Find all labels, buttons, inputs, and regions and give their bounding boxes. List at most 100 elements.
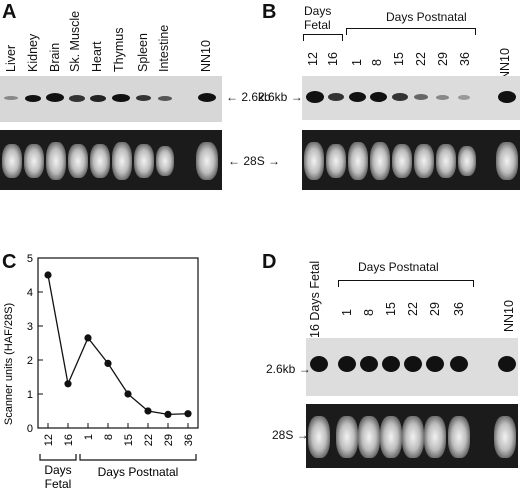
gel-band <box>448 416 470 458</box>
gel-band <box>196 142 218 180</box>
bracket-postnatal-d <box>338 280 474 287</box>
gel-arrow-label-a: ← 28S → <box>228 154 281 168</box>
gel-band <box>326 144 346 178</box>
band <box>112 94 130 102</box>
gel-band <box>2 144 22 178</box>
gel-band <box>308 416 330 458</box>
series-line <box>47 274 189 416</box>
lane-label-16: 16 <box>326 52 340 66</box>
x-tick-label: 1 <box>83 434 95 440</box>
band <box>69 95 85 102</box>
band <box>370 92 387 102</box>
x-tick-label: 8 <box>103 434 115 440</box>
bracket-fetal-c <box>39 454 77 461</box>
lane-label-22: 22 <box>414 52 428 66</box>
chart-series <box>44 271 192 418</box>
group-label-fetal-line1: Days <box>304 4 332 18</box>
band <box>426 356 444 372</box>
group-label-postnatal-d: Days Postnatal <box>358 260 439 274</box>
y-tick-label: 0 <box>27 423 33 435</box>
gel-band <box>336 416 358 458</box>
lane-label-sk-muscle: Sk. Muscle <box>68 10 82 72</box>
data-point <box>44 271 52 279</box>
lane-label-heart: Heart <box>90 41 104 72</box>
band <box>450 356 468 372</box>
lane-label-nn10-d: NN10 <box>502 300 516 332</box>
lane-label-1-d: 1 <box>340 309 354 316</box>
rrna-gel-d <box>306 404 518 468</box>
panel-letter-b: B <box>262 1 277 23</box>
gel-band <box>436 144 456 178</box>
band <box>90 95 106 102</box>
gel-band <box>90 144 110 178</box>
band <box>158 96 172 101</box>
lane-label-36-d: 36 <box>452 302 466 316</box>
y-axis-label: Scanner units (HAF/28S) <box>3 303 15 425</box>
data-point <box>104 359 112 367</box>
band <box>360 356 378 372</box>
gel-band <box>494 416 516 458</box>
data-point <box>144 407 152 415</box>
plot-frame <box>37 257 199 429</box>
rrna-label: 28S <box>243 154 265 168</box>
lane-label-brain: Brain <box>48 42 62 72</box>
gel-band <box>304 142 324 180</box>
gel-band <box>112 142 132 180</box>
panel-letter-d: D <box>262 251 277 273</box>
gel-band <box>402 416 424 458</box>
lane-label-29-d: 29 <box>428 302 442 316</box>
gel-band <box>134 144 154 178</box>
x-tick-label: 22 <box>143 434 155 446</box>
lane-label-spleen: Spleen <box>136 33 150 72</box>
group-label-fetal: Days Fetal <box>304 4 331 32</box>
lane-label-12: 12 <box>306 52 320 66</box>
y-tick-label: 1 <box>27 389 33 401</box>
x-tick-label: 36 <box>183 434 195 446</box>
data-point <box>164 410 172 418</box>
gel-band <box>46 142 66 180</box>
band <box>404 356 422 372</box>
group-label-postnatal-c: Days Postnatal <box>98 465 179 479</box>
gel-band <box>380 416 402 458</box>
lane-label-22-d: 22 <box>406 302 420 316</box>
group-label-postnatal: Days Postnatal <box>386 10 467 24</box>
band <box>4 96 18 100</box>
rrna-gel-a <box>0 130 222 190</box>
band <box>498 356 516 372</box>
band <box>436 95 449 100</box>
band <box>198 93 216 102</box>
data-point <box>84 334 92 342</box>
band-size-label: 2.6kb <box>241 90 271 104</box>
data-point <box>124 390 132 398</box>
group-label-fetal-c-line2: Fetal <box>45 477 72 491</box>
lane-label-thymus: Thymus <box>112 27 126 72</box>
band <box>458 95 470 100</box>
lane-label-1: 1 <box>350 59 364 66</box>
lane-label-kidney: Kidney <box>26 33 40 72</box>
lane-label-16-days-fetal: 16 Days Fetal <box>308 260 322 338</box>
northern-blot-b <box>302 76 520 120</box>
band <box>349 92 366 102</box>
gel-band <box>392 144 412 178</box>
band <box>306 91 324 103</box>
band <box>136 95 151 101</box>
band <box>328 93 344 101</box>
lane-label-nn10: NN10 <box>199 40 213 72</box>
band <box>382 356 400 372</box>
lane-label-29: 29 <box>436 52 450 66</box>
gel-band <box>496 142 518 180</box>
gel-band <box>370 142 390 180</box>
gel-band <box>414 144 434 178</box>
lane-label-36: 36 <box>458 52 472 66</box>
band-size-label-b: 2.6kb <box>258 90 288 104</box>
gel-band <box>24 144 44 178</box>
y-tick-label: 2 <box>27 355 33 367</box>
y-tick-label: 4 <box>27 287 33 299</box>
gel-band <box>156 146 174 176</box>
x-tick-label: 29 <box>163 434 175 446</box>
gel-arrow-label-d: 28S → <box>272 428 309 442</box>
bracket-fetal <box>303 34 343 41</box>
rrna-label-d: 28S <box>272 428 294 442</box>
